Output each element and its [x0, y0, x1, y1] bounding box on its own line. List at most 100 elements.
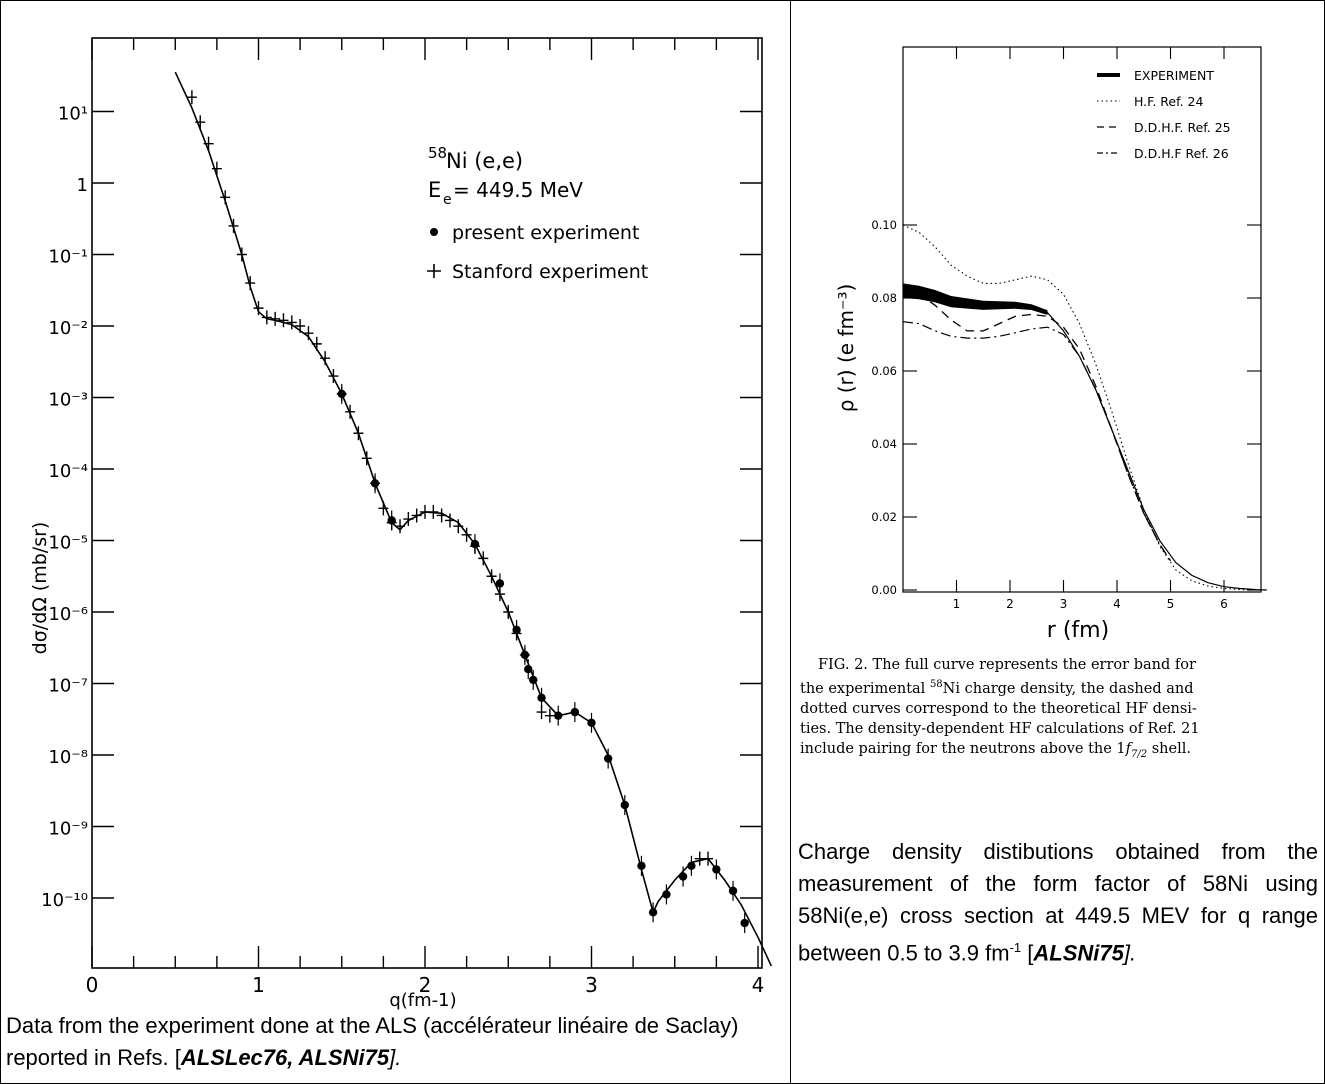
cross-section-x-label: q(fm-1) [389, 990, 456, 1011]
stanford-point [411, 508, 422, 523]
y-tick-label-9: 10⁻⁸ [48, 747, 88, 768]
right-caption-ref: ALSNi75 [1033, 940, 1124, 966]
charge-density-series [902, 224, 1267, 591]
fig-caption-line-1: FIG. 2. The full curve represents the er… [818, 657, 1196, 673]
r-x-tick-label-3: 4 [1113, 597, 1121, 611]
rho-series-dotted [902, 224, 1257, 591]
legend-dot-icon [430, 228, 438, 236]
y-tick-label-5: 10⁻⁴ [48, 461, 88, 482]
charge-density-x-ticks: 1 2 3 4 5 6 [953, 47, 1228, 611]
y-tick-label-2: 10⁻¹ [48, 247, 88, 268]
stanford-point [461, 527, 472, 542]
y-tick-label-0: 10¹ [58, 104, 88, 125]
charge-density-plot-frame [902, 46, 1262, 593]
present-point [648, 908, 658, 917]
present-point [728, 886, 738, 896]
present-point [678, 872, 688, 881]
charge-density-y-label: ρ (r) (e fm⁻³) [834, 284, 858, 413]
cross-section-y-ticks: 10¹ 1 10⁻¹ 10⁻² 10⁻³ 10⁻⁴ 10⁻⁵ 10⁻⁶ 10⁻⁷ 10⁻⁸ 10⁻⁹… [41, 104, 762, 911]
present-point [495, 579, 505, 588]
stanford-point [395, 519, 406, 534]
right-caption: Charge density distibutions obtained fro… [798, 836, 1318, 969]
reaction-label: Ni (e,e) [446, 149, 523, 173]
legend-label-0: EXPERIMENT [1134, 68, 1214, 83]
present-point [337, 389, 346, 399]
right-caption-sup: -1 [1009, 940, 1022, 955]
cross-section-x-ticks: 0 1 2 3 4 [86, 38, 765, 997]
present-point [537, 693, 546, 702]
fig-caption-line-4: ties. The density-dependent HF calculati… [800, 720, 1200, 737]
cross-section-plot-frame [91, 37, 763, 969]
charge-density-chart: 0.00 0.02 0.04 0.06 0.08 0.10 1 2 3 4 5 6 EXPERIME… [834, 46, 1267, 643]
cross-section-chart: 10¹ 1 10⁻¹ 10⁻² 10⁻³ 10⁻⁴ 10⁻⁵ 10⁻⁶ 10⁻⁷ 10⁻⁸ 10⁻⁹… [29, 37, 773, 1011]
y-tick-label-10: 10⁻⁹ [48, 819, 88, 840]
legend-label-2: D.D.H.F. Ref. 25 [1134, 120, 1231, 135]
left-caption-end: ]. [389, 1045, 402, 1070]
y-tick-label-7: 10⁻⁶ [48, 604, 88, 625]
legend-stanford-label: Stanford experiment [452, 261, 648, 283]
rho-y-tick-label-1: 0.02 [871, 510, 897, 524]
stanford-point [236, 247, 247, 262]
present-point [662, 890, 671, 899]
y-tick-label-3: 10⁻² [48, 318, 88, 339]
energy-symbol: E [428, 178, 441, 202]
cross-section-series [174, 71, 773, 967]
stanford-point [503, 605, 514, 619]
stanford-point [203, 136, 214, 151]
present-point [529, 675, 538, 685]
x-tick-label-4: 4 [752, 973, 765, 997]
r-x-tick-label-5: 6 [1220, 597, 1228, 611]
stanford-point [703, 851, 714, 866]
energy-subscript: e [443, 192, 452, 208]
stanford-point [428, 504, 439, 519]
stanford-point [453, 519, 464, 534]
stanford-point [311, 336, 322, 351]
fig-caption-line-5-f: f [1125, 740, 1132, 757]
stanford-point [353, 426, 364, 441]
stanford-point [253, 301, 264, 316]
fig-caption-line-5b: shell. [1147, 740, 1191, 757]
stanford-point [436, 508, 447, 523]
rho-y-tick-label-0: 0.00 [871, 583, 897, 597]
y-tick-label-6: 10⁻⁵ [48, 533, 88, 554]
right-caption-end: ]. [1123, 940, 1137, 966]
rho-y-tick-label-5: 0.10 [871, 218, 897, 232]
stanford-point [295, 319, 306, 333]
present-point [637, 861, 646, 871]
stanford-point [345, 404, 356, 419]
stanford-point [361, 451, 372, 466]
present-point [687, 861, 696, 871]
present-point [570, 707, 580, 717]
charge-density-x-label: r (fm) [1047, 618, 1109, 643]
stanford-point [444, 513, 455, 528]
fig-caption-line-2b: Ni charge density, the dashed and [942, 680, 1194, 697]
reaction-mass-number: 58 [428, 144, 447, 162]
stanford-point [544, 708, 555, 723]
r-x-tick-label-2: 3 [1060, 597, 1068, 611]
panel-divider [790, 0, 791, 1084]
x-tick-label-3: 3 [585, 973, 598, 997]
stanford-point [186, 90, 197, 105]
present-point [520, 650, 530, 660]
present-point [554, 711, 563, 720]
present-point [603, 754, 613, 763]
stanford-point [286, 315, 297, 330]
present-point [370, 479, 380, 488]
charge-density-axes [902, 46, 1262, 593]
present-point [524, 665, 533, 674]
stanford-point [320, 351, 331, 366]
fig-caption-line-2a: the experimental [800, 680, 930, 697]
present-point [512, 625, 521, 635]
fig-caption-line-2: the experimental 58Ni charge density, th… [800, 675, 1320, 699]
charge-density-y-ticks: 0.00 0.02 0.04 0.06 0.08 0.10 [871, 218, 1261, 597]
left-caption-text: Data from the experiment done at the ALS… [6, 1013, 739, 1070]
figure-caption: FIG. 2. The full curve represents the er… [800, 655, 1320, 765]
right-caption-text: Charge density distibutions obtained fro… [798, 839, 1318, 966]
legend-present-label: present experiment [452, 222, 639, 244]
left-caption-refs: ALSLec76, ALSNi75 [180, 1045, 390, 1070]
legend-label-3: D.D.H.F Ref. 26 [1134, 146, 1229, 161]
stanford-point [261, 310, 272, 325]
fig-caption-line-5a: include pairing for the neutrons above t… [800, 740, 1126, 757]
stanford-point [228, 218, 239, 233]
stanford-point [278, 313, 289, 328]
